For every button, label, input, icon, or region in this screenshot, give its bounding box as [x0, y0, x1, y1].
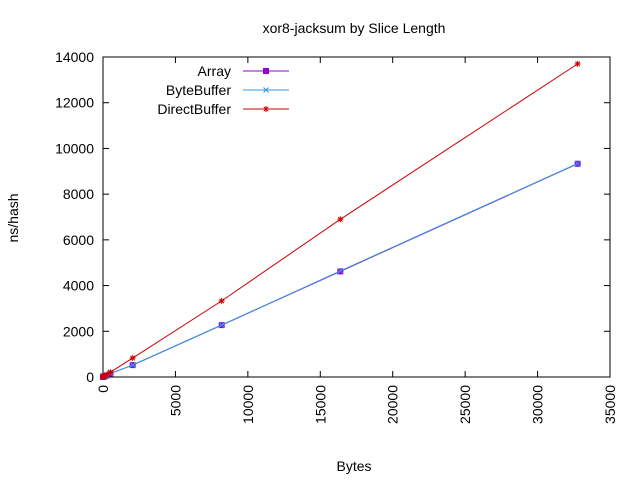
series-directbuffer — [100, 60, 581, 380]
data-point — [101, 372, 108, 379]
legend-marker — [263, 68, 269, 74]
legend: Array ByteBuffer DirectBuffer — [157, 63, 289, 117]
plot-frame — [102, 56, 611, 378]
y-tick-label: 8000 — [63, 186, 94, 202]
data-point — [337, 216, 344, 223]
x-tick-label: 10000 — [240, 385, 256, 424]
x-tick-label: 0 — [95, 385, 111, 393]
x-tick-label: 15000 — [312, 385, 328, 424]
y-tick-label: 12000 — [55, 95, 94, 111]
x-tick-label: 30000 — [530, 385, 546, 424]
data-point — [107, 369, 114, 376]
y-tick-label: 2000 — [63, 323, 94, 339]
plot-border — [102, 56, 611, 378]
series-layer — [100, 60, 581, 380]
x-axis-label: Bytes — [336, 458, 371, 474]
data-point — [337, 268, 344, 274]
y-axis-label: ns/hash — [5, 193, 21, 242]
data-point — [218, 297, 225, 304]
data-point — [103, 371, 110, 378]
data-point — [129, 362, 136, 368]
y-tick-label: 14000 — [55, 49, 94, 65]
data-point — [129, 355, 136, 362]
x-axis: 0 5000 10000 15000 20000 25000 30000 35000 — [95, 57, 618, 424]
legend-label: ByteBuffer — [166, 82, 231, 98]
legend-label: Array — [198, 63, 231, 79]
x-tick-label: 20000 — [385, 385, 401, 424]
y-tick-label: 6000 — [63, 232, 94, 248]
x-tick-label: 35000 — [602, 385, 618, 424]
data-point — [574, 60, 581, 67]
legend-marker — [263, 106, 269, 112]
data-point — [218, 322, 225, 328]
data-point — [574, 160, 581, 167]
x-tick-label: 5000 — [167, 385, 183, 416]
chart-title: xor8-jacksum by Slice Length — [263, 20, 446, 36]
y-tick-label: 0 — [86, 369, 94, 385]
y-tick-label: 10000 — [55, 140, 94, 156]
y-tick-label: 4000 — [63, 278, 94, 294]
legend-label: DirectBuffer — [157, 101, 231, 117]
x-tick-label: 25000 — [457, 385, 473, 424]
legend-marker — [263, 87, 269, 93]
y-axis: 0 2000 4000 6000 8000 10000 12000 14000 — [55, 49, 610, 385]
